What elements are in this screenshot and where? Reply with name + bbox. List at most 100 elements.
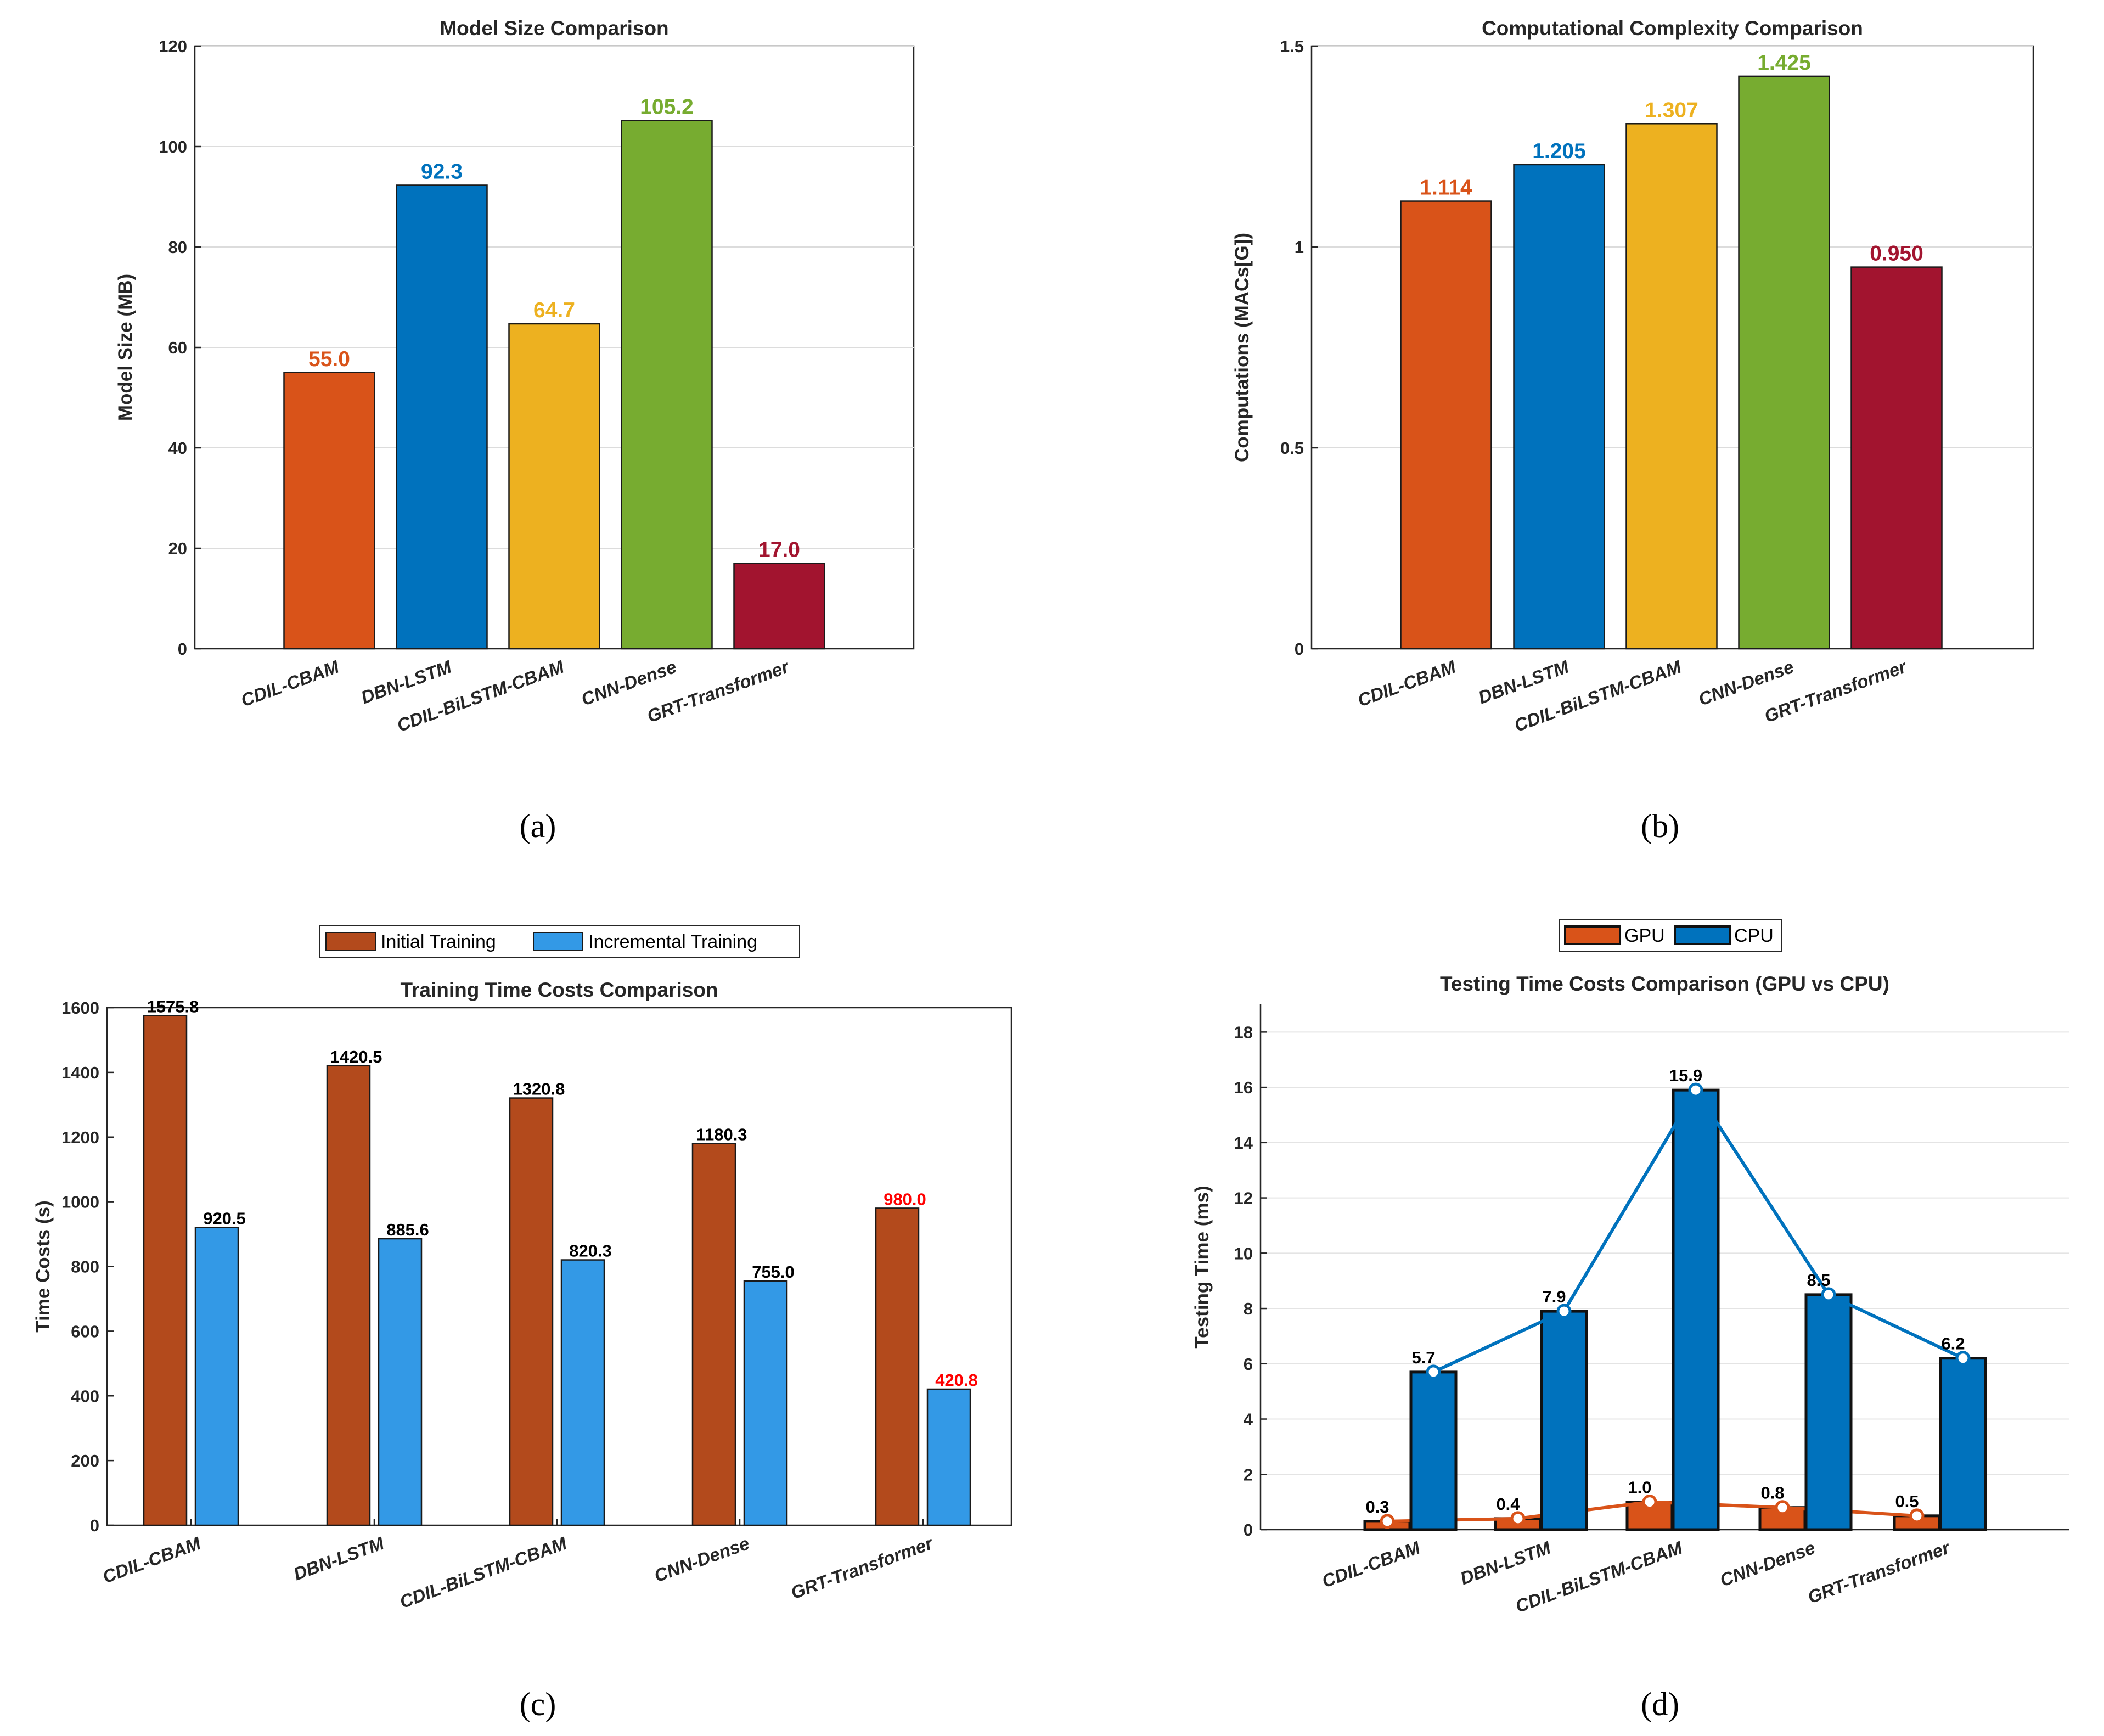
bar-value-label: 0.3	[1365, 1497, 1389, 1516]
y-tick-label: 0	[1244, 1520, 1253, 1540]
bar	[1850, 266, 1943, 650]
legend-label: CPU	[1734, 925, 1774, 946]
y-axis-label: Time Costs (s)	[32, 1200, 54, 1333]
bar-value-label: 8.5	[1807, 1271, 1830, 1290]
bar-cpu	[1672, 1088, 1720, 1531]
legend-box	[319, 925, 800, 958]
bar-value-label: 64.7	[533, 299, 575, 322]
bar	[1400, 200, 1492, 650]
bar-value-label: 920.5	[203, 1209, 246, 1228]
y-tick-label: 1.5	[1280, 37, 1304, 56]
y-tick-label: 6	[1244, 1355, 1253, 1374]
y-tick-label: 2	[1244, 1465, 1253, 1484]
bar-initial	[875, 1207, 920, 1526]
y-tick-label: 200	[71, 1451, 99, 1470]
bar	[1513, 164, 1605, 650]
legend-swatch	[533, 932, 583, 951]
bar-cpu	[1540, 1310, 1588, 1531]
series-marker-cpu	[1556, 1304, 1572, 1319]
plot-area	[106, 1007, 1012, 1526]
series-marker-gpu	[1775, 1500, 1790, 1515]
bar-value-label: 17.0	[758, 538, 800, 561]
y-tick-label: 600	[71, 1322, 99, 1341]
bar-value-label: 0.950	[1870, 242, 1923, 266]
y-tick-label: 1000	[61, 1193, 99, 1212]
bar-value-label: 1.205	[1532, 139, 1586, 163]
y-tick-label: 18	[1234, 1023, 1253, 1042]
bar-value-label: 15.9	[1669, 1066, 1702, 1085]
bar-value-label: 0.4	[1496, 1495, 1520, 1514]
y-tick-label: 16	[1234, 1078, 1253, 1097]
bar-initial	[509, 1097, 554, 1526]
series-marker-gpu	[1380, 1514, 1395, 1529]
legend-swatch	[1564, 925, 1621, 945]
y-tick-label: 14	[1234, 1133, 1253, 1153]
y-tick-label: 60	[168, 338, 187, 357]
bar-value-label: 1420.5	[330, 1047, 382, 1066]
series-marker-cpu	[1821, 1287, 1836, 1302]
y-tick-label: 0.5	[1280, 439, 1304, 458]
y-axis-label: Model Size (MB)	[115, 274, 136, 421]
bar-value-label: 1320.8	[513, 1080, 565, 1099]
bar-value-label: 0.8	[1760, 1484, 1784, 1503]
bar-value-label: 1.425	[1757, 51, 1811, 75]
bar-value-label: 1.114	[1420, 176, 1472, 200]
y-tick-label: 80	[168, 238, 187, 257]
bar-value-label: 105.2	[640, 95, 694, 119]
y-tick-label: 10	[1234, 1244, 1253, 1263]
chart-title: Model Size Comparison	[440, 17, 668, 40]
bar-value-label: 92.3	[421, 160, 463, 183]
bar-cpu	[1804, 1293, 1853, 1531]
panel-caption: (d)	[1641, 1686, 1679, 1722]
bar	[508, 323, 600, 650]
bar-initial	[691, 1143, 736, 1526]
bar-value-label: 5.7	[1411, 1348, 1435, 1367]
legend: Initial Training Incremental Training	[319, 925, 800, 958]
legend-label: GPU	[1624, 925, 1665, 946]
series-marker-cpu	[1955, 1351, 1971, 1366]
y-tick-label: 0	[90, 1516, 99, 1535]
bar-incremental	[378, 1238, 423, 1526]
panel-caption: (b)	[1641, 808, 1679, 844]
bar-cpu	[1939, 1357, 1987, 1531]
series-marker-cpu	[1688, 1082, 1703, 1098]
bar	[1738, 75, 1830, 650]
y-tick-label: 1600	[61, 998, 99, 1018]
bar	[733, 563, 825, 650]
bar-incremental	[926, 1388, 971, 1526]
bar-incremental	[743, 1280, 788, 1526]
series-marker-gpu	[1909, 1508, 1925, 1524]
y-tick-label: 0	[1295, 639, 1304, 659]
bar-value-label: 6.2	[1941, 1334, 1965, 1353]
bar-value-label: 55.0	[308, 347, 350, 371]
y-tick-label: 8	[1244, 1299, 1253, 1318]
y-tick-label: 4	[1244, 1410, 1253, 1429]
bar-initial	[326, 1065, 371, 1526]
bar-value-label: 1.307	[1645, 98, 1698, 122]
y-tick-label: 20	[168, 539, 187, 558]
y-axis-label: Testing Time (ms)	[1191, 1186, 1213, 1348]
series-marker-cpu	[1426, 1364, 1441, 1380]
chart-title: Training Time Costs Comparison	[400, 979, 718, 1001]
y-tick-label: 0	[178, 639, 187, 659]
bar	[621, 120, 713, 650]
bar-value-label: 885.6	[386, 1220, 429, 1239]
bar	[1625, 123, 1718, 650]
legend-label: Incremental Training	[588, 931, 757, 952]
chart-title: Computational Complexity Comparison	[1482, 17, 1863, 40]
series-marker-gpu	[1642, 1495, 1657, 1510]
bar-value-label: 7.9	[1542, 1287, 1566, 1306]
y-tick-label: 400	[71, 1386, 99, 1406]
y-tick-label: 1400	[61, 1063, 99, 1082]
bar-cpu	[1409, 1370, 1458, 1531]
bar-value-label: 420.8	[935, 1370, 978, 1390]
legend-swatch	[325, 932, 376, 951]
bar-value-label: 0.5	[1895, 1492, 1919, 1511]
bar-incremental	[560, 1259, 605, 1526]
y-tick-label: 1200	[61, 1128, 99, 1147]
y-tick-label: 120	[159, 37, 187, 56]
chart-title: Testing Time Costs Comparison (GPU vs CP…	[1440, 973, 1889, 995]
